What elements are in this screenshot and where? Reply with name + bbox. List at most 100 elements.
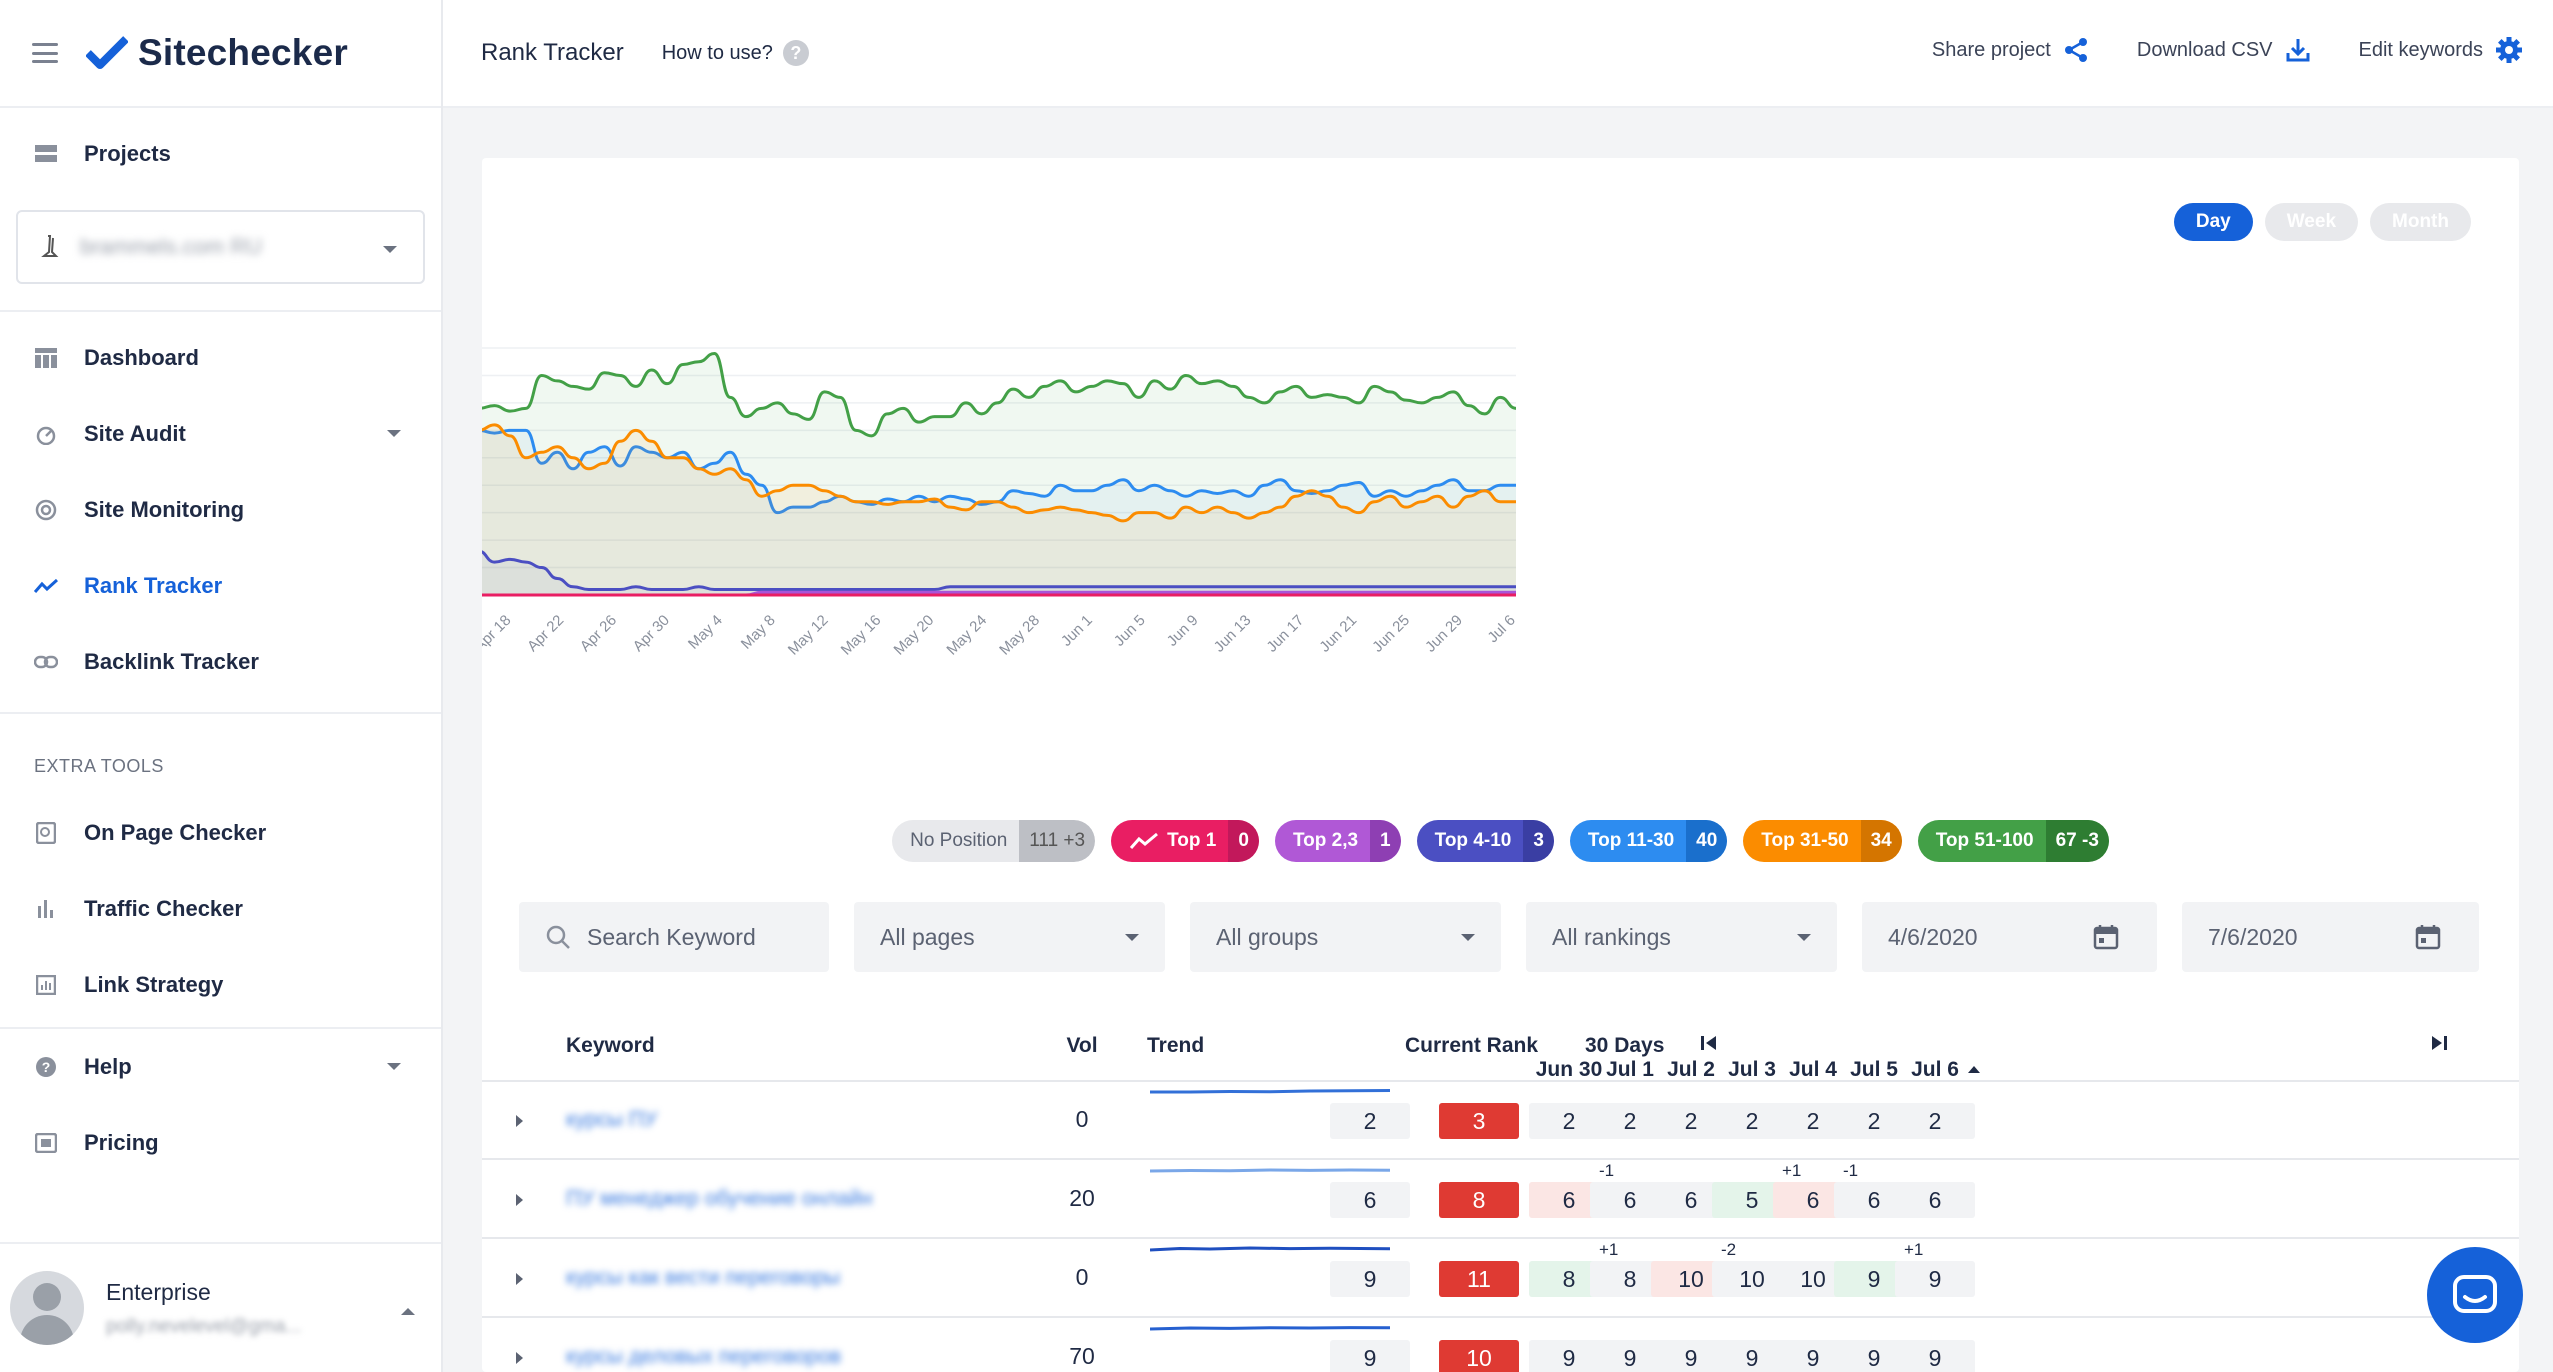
brand-name[interactable]: Sitechecker bbox=[138, 32, 348, 73]
rank-change-delta: +1 bbox=[1904, 1240, 1924, 1259]
user-menu[interactable]: Enterprise polly.nevelevel@gma... bbox=[0, 1242, 441, 1372]
keyword-link[interactable]: ПУ менеджер обучение онлайн bbox=[566, 1187, 873, 1210]
series-line-top-11-30 bbox=[352, 417, 1516, 515]
legend-item-no-position[interactable]: No Position 111 +3 bbox=[892, 820, 1096, 862]
sidebar-item-label: Site Monitoring bbox=[84, 497, 245, 522]
x-tick-label: Jun 5 bbox=[1111, 612, 1149, 650]
download-label: Download CSV bbox=[2136, 38, 2273, 61]
sidebar-item-traffic-checker[interactable]: Traffic Checker bbox=[0, 871, 441, 947]
last-page-icon[interactable] bbox=[2430, 1034, 2448, 1058]
legend-item-top-11-30[interactable]: Top 11-30 40 bbox=[1569, 820, 1728, 862]
rank-change-delta: -2 bbox=[1721, 1240, 1737, 1259]
volume-value: 0 bbox=[1075, 1264, 1089, 1290]
legend-count: 34 bbox=[1860, 820, 1902, 862]
sidebar-item-rank-tracker[interactable]: Rank Tracker bbox=[0, 548, 441, 624]
sidebar-item-site-audit[interactable]: Site Audit bbox=[0, 396, 441, 472]
sort-asc-icon[interactable] bbox=[1968, 1066, 1980, 1073]
pages-select[interactable]: All pages bbox=[854, 902, 1165, 972]
sidebar-item-label: Help bbox=[84, 1054, 132, 1079]
table-row[interactable]: курсы деловых переговоров 70 9 10 9 9 9 9 9 9 9 bbox=[482, 1319, 2519, 1372]
legend-item-top-2-3[interactable]: Top 2,3 1 bbox=[1274, 820, 1401, 862]
sidebar-item-dashboard[interactable]: Dashboard bbox=[0, 320, 441, 396]
sidebar-item-label: On Page Checker bbox=[84, 820, 267, 845]
col-vol[interactable]: Vol bbox=[1066, 1034, 1098, 1057]
sidebar-item-backlink-tracker[interactable]: Backlink Tracker bbox=[0, 624, 441, 700]
edit-keywords-button[interactable]: Edit keywords bbox=[2359, 36, 2524, 64]
col-date[interactable]: Jul 2 bbox=[1667, 1058, 1715, 1081]
legend-count: 0 bbox=[1228, 820, 1259, 862]
date-to-input[interactable]: 7/6/2020 bbox=[2182, 902, 2479, 972]
download-icon bbox=[2286, 39, 2309, 62]
current-rank-value: 2 bbox=[1330, 1103, 1410, 1139]
projects-icon bbox=[34, 142, 58, 166]
legend-item-top-31-50[interactable]: Top 31-50 34 bbox=[1743, 820, 1902, 862]
sidebar-item-site-monitoring[interactable]: Site Monitoring bbox=[0, 472, 441, 548]
x-tick-label: Apr 22 bbox=[524, 612, 567, 655]
sidebar-item-help[interactable]: ? Help bbox=[0, 1029, 441, 1105]
x-tick-label: Jun 25 bbox=[1369, 612, 1413, 656]
legend-item-top-4-10[interactable]: Top 4-10 3 bbox=[1416, 820, 1554, 862]
col-date[interactable]: Jul 5 bbox=[1850, 1058, 1898, 1081]
groups-select[interactable]: All groups bbox=[1190, 902, 1501, 972]
download-csv-button[interactable]: Download CSV bbox=[2137, 37, 2311, 63]
col-keyword[interactable]: Keyword bbox=[566, 1034, 655, 1057]
col-date[interactable]: Jun 30 bbox=[1535, 1058, 1603, 1081]
header-actions: Share project Download CSV Edit keywords bbox=[1884, 0, 2523, 100]
col-date[interactable]: Jul 1 bbox=[1606, 1058, 1654, 1081]
bars-icon bbox=[34, 897, 58, 921]
how-to-use-link[interactable]: How to use? ? bbox=[662, 40, 809, 66]
search-keyword-input[interactable]: Search Keyword bbox=[519, 902, 829, 972]
chevron-down-icon bbox=[1125, 934, 1139, 941]
x-tick-label: Jun 29 bbox=[1422, 612, 1466, 656]
period-switch: Day Week Month bbox=[2162, 203, 2471, 241]
keyword-link[interactable]: курсы деловых переговоров bbox=[566, 1345, 842, 1368]
expand-row-icon[interactable] bbox=[516, 1115, 523, 1127]
series-area-top-51-100 bbox=[353, 353, 1516, 595]
table-row[interactable]: курсы как вести переговоры 0 9 11 8 +1 8 10 -2 10… bbox=[482, 1240, 2519, 1318]
date-from-value: 4/6/2020 bbox=[1888, 923, 1978, 950]
legend-label: Top 4-10 bbox=[1434, 830, 1512, 851]
expand-row-icon[interactable] bbox=[516, 1194, 523, 1206]
sidebar: Sitechecker Projects brammels.com RU Das… bbox=[0, 0, 443, 1372]
table-row[interactable]: курсы ПУ 0 2 3 2 2 2 2 2 2 2 bbox=[482, 1082, 2519, 1160]
table-row[interactable]: ПУ менеджер обучение онлайн 20 6 8 6 -1 6 6 5 +1 6… bbox=[482, 1161, 2519, 1239]
share-project-button[interactable]: Share project bbox=[1932, 37, 2089, 63]
calendar-icon[interactable] bbox=[2093, 924, 2119, 950]
col-date[interactable]: Jul 6 bbox=[1911, 1058, 1959, 1081]
page-check-icon bbox=[34, 821, 58, 845]
search-icon bbox=[546, 925, 570, 949]
expand-row-icon[interactable] bbox=[516, 1352, 523, 1364]
expand-row-icon[interactable] bbox=[516, 1273, 523, 1285]
trend-icon bbox=[1129, 832, 1159, 849]
project-select[interactable]: brammels.com RU bbox=[16, 210, 425, 284]
rankings-select[interactable]: All rankings bbox=[1526, 902, 1837, 972]
x-tick-label: May 20 bbox=[891, 612, 938, 659]
period-month-button[interactable]: Month bbox=[2370, 203, 2471, 241]
keyword-link[interactable]: курсы как вести переговоры bbox=[566, 1266, 841, 1289]
sidebar-item-pricing[interactable]: Pricing bbox=[0, 1105, 441, 1181]
date-from-input[interactable]: 4/6/2020 bbox=[1862, 902, 2157, 972]
series-area-top-31-50 bbox=[353, 424, 1516, 595]
x-tick-label: Jul 6 bbox=[1484, 612, 1518, 646]
x-tick-label: Jun 1 bbox=[1058, 612, 1096, 650]
first-page-icon[interactable] bbox=[1700, 1034, 1718, 1058]
user-email: polly.nevelevel@gma... bbox=[106, 1315, 302, 1337]
sidebar-item-on-page-checker[interactable]: On Page Checker bbox=[0, 795, 441, 871]
chat-button[interactable] bbox=[2427, 1247, 2523, 1343]
legend-item-top-51-100[interactable]: Top 51-100 67 -3 bbox=[1917, 820, 2109, 862]
sidebar-item-label: Link Strategy bbox=[84, 972, 224, 997]
x-tick-label: May 24 bbox=[943, 612, 990, 659]
menu-icon[interactable] bbox=[32, 43, 58, 63]
col-30-days[interactable]: 30 Days bbox=[1585, 1034, 1665, 1057]
calendar-icon[interactable] bbox=[2415, 924, 2441, 950]
keyword-link[interactable]: курсы ПУ bbox=[566, 1108, 658, 1131]
legend-item-top-1[interactable]: Top 1 0 bbox=[1111, 820, 1259, 862]
sidebar-item-link-strategy[interactable]: Link Strategy bbox=[0, 947, 441, 1023]
col-date[interactable]: Jul 4 bbox=[1789, 1058, 1837, 1081]
period-day-button[interactable]: Day bbox=[2173, 203, 2253, 241]
col-date[interactable]: Jul 3 bbox=[1728, 1058, 1776, 1081]
col-current-rank[interactable]: Current Rank bbox=[1405, 1034, 1539, 1057]
edit-label: Edit keywords bbox=[2358, 38, 2484, 61]
period-week-button[interactable]: Week bbox=[2264, 203, 2359, 241]
sidebar-item-projects[interactable]: Projects bbox=[0, 116, 441, 192]
